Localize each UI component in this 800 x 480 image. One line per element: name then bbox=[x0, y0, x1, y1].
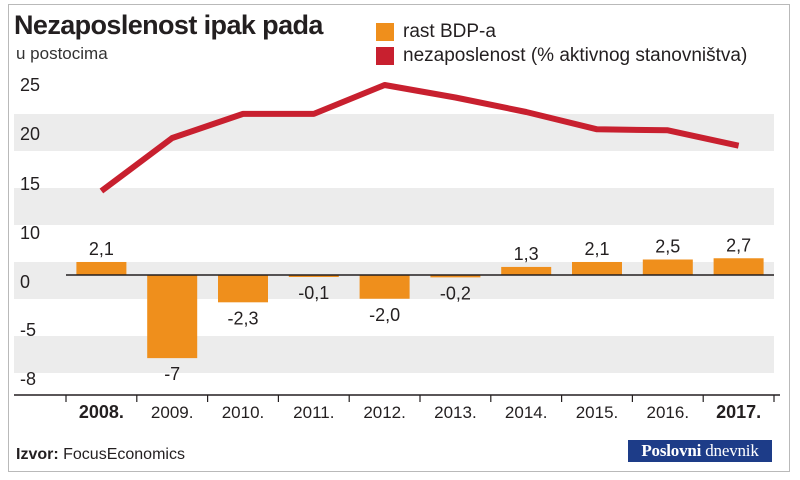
bar-label-2011.: -0,1 bbox=[298, 283, 329, 303]
legend-label-gdp: rast BDP-a bbox=[403, 21, 496, 42]
chart-frame bbox=[8, 4, 790, 472]
bar-2008. bbox=[76, 261, 127, 275]
legend-item-gdp: rast BDP-a bbox=[376, 21, 496, 43]
x-tick-label-2013.: 2013. bbox=[434, 403, 477, 422]
y-tick-label: 25 bbox=[20, 75, 40, 95]
bar-2016. bbox=[642, 259, 693, 275]
bar-label-2014.: 1,3 bbox=[514, 244, 539, 264]
bar-2015. bbox=[572, 261, 622, 275]
grid-band bbox=[14, 336, 774, 373]
bar-label-2013.: -0,2 bbox=[440, 283, 471, 303]
source-text: FocusEconomics bbox=[63, 446, 185, 463]
x-tick-label-2014.: 2014. bbox=[505, 403, 548, 422]
brand-part2: dnevnik bbox=[705, 441, 759, 460]
x-tick-label-2008.: 2008. bbox=[79, 402, 124, 422]
source-label: Izvor: bbox=[16, 446, 59, 463]
bar-label-2008.: 2,1 bbox=[89, 239, 114, 259]
x-tick-label-2012.: 2012. bbox=[363, 403, 406, 422]
bar-label-2009.: -7 bbox=[164, 364, 180, 384]
chart-title: Nezaposlenost ipak pada bbox=[14, 10, 323, 40]
y-tick-label: -8 bbox=[20, 369, 36, 389]
bar-2009. bbox=[147, 275, 198, 359]
bar-label-2016.: 2,5 bbox=[655, 237, 680, 257]
y-tick-label: 20 bbox=[20, 124, 40, 144]
x-tick-label-2010.: 2010. bbox=[222, 403, 265, 422]
y-tick-label: 15 bbox=[20, 174, 40, 194]
x-tick-label-2009.: 2009. bbox=[151, 403, 194, 422]
x-tick-label-2017.: 2017. bbox=[716, 402, 761, 422]
x-tick-label-2011.: 2011. bbox=[293, 403, 334, 422]
legend-label-unemployment: nezaposlenost (% aktivnog stanovništva) bbox=[403, 45, 748, 66]
bar-label-2012.: -2,0 bbox=[369, 305, 400, 325]
bar-2011. bbox=[288, 275, 339, 277]
bar-label-2017.: 2,7 bbox=[726, 235, 751, 255]
y-tick-label: 0 bbox=[20, 272, 30, 292]
bar-2014. bbox=[501, 266, 552, 275]
brand-logo: Poslovni dnevnik bbox=[628, 440, 772, 462]
source-note: Izvor: FocusEconomics bbox=[16, 446, 185, 464]
bar-2017. bbox=[713, 258, 764, 275]
grid-band bbox=[14, 188, 774, 225]
legend-swatch-gdp bbox=[376, 23, 394, 41]
unemployment-line bbox=[99, 82, 740, 194]
bar-label-2015.: 2,1 bbox=[584, 239, 609, 259]
bar-2012. bbox=[359, 275, 410, 299]
legend-swatch-unemployment bbox=[376, 47, 394, 65]
bar-label-2010.: -2,3 bbox=[227, 308, 258, 328]
bar-2013. bbox=[430, 275, 481, 278]
chart-subtitle: u postocima bbox=[16, 44, 108, 63]
y-tick-label: -5 bbox=[20, 320, 36, 340]
x-tick-label-2016.: 2016. bbox=[647, 403, 690, 422]
x-tick-label-2015.: 2015. bbox=[576, 403, 619, 422]
bar-2010. bbox=[218, 275, 268, 303]
brand-part1: Poslovni bbox=[641, 441, 702, 460]
legend-item-unemployment: nezaposlenost (% aktivnog stanovništva) bbox=[376, 45, 747, 67]
y-tick-label: 10 bbox=[20, 223, 40, 243]
